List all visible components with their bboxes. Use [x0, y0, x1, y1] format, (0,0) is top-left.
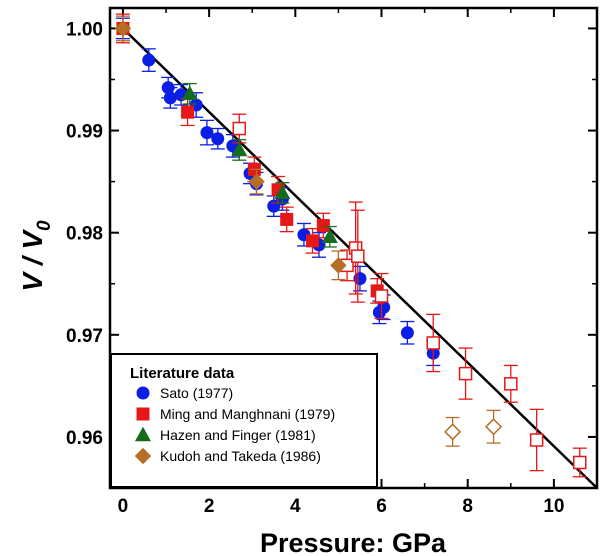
data-point: [426, 336, 440, 350]
svg-text:V / V0: V / V0: [17, 220, 55, 292]
y-axis-title: V / V0: [17, 220, 55, 292]
data-point: [321, 228, 338, 244]
data-point: [374, 289, 389, 303]
data-point: [330, 257, 347, 274]
data-point: [142, 53, 156, 67]
data-point: [211, 132, 225, 146]
x-tick-label: 4: [290, 496, 301, 517]
legend-marker: [134, 447, 152, 465]
series-kudoh-and-takeda-1986: [114, 15, 347, 281]
y-tick-label: 0.97: [66, 326, 103, 347]
y-axis-ticks: 0.96 0.97 0.98 0.99 1.00: [66, 19, 597, 449]
legend-label: Sato (1977): [160, 385, 233, 401]
y-tick-label: 0.96: [66, 428, 103, 449]
data-point: [248, 173, 265, 190]
legend-label: Ming and Manghnani (1979): [160, 406, 335, 422]
legend: Literature data Sato (1977) Ming and Mang…: [110, 353, 378, 488]
data-point: [351, 249, 365, 263]
data-points: [114, 13, 587, 478]
legend-marker: [134, 426, 152, 442]
data-point: [114, 20, 132, 37]
y-tick-label: 0.99: [66, 122, 103, 143]
series-hazen-and-finger-1981: [181, 82, 338, 248]
data-point: [280, 212, 294, 226]
x-tick-label: 6: [376, 496, 387, 517]
x-tick-label: 2: [204, 496, 215, 517]
x-axis-title: Pressure: GPa: [260, 528, 447, 556]
legend-title: Literature data: [130, 365, 235, 382]
data-point: [163, 91, 177, 105]
data-point: [274, 184, 291, 200]
legend-label: Hazen and Finger (1981): [160, 427, 316, 443]
data-point: [485, 418, 503, 436]
legend-marker: [136, 407, 150, 421]
data-point: [504, 377, 518, 391]
data-point: [529, 433, 544, 447]
data-point: [458, 366, 473, 381]
data-point: [573, 455, 587, 470]
data-point: [232, 121, 247, 136]
data-point: [306, 234, 320, 248]
data-point: [400, 326, 414, 340]
x-tick-label: 0: [118, 496, 129, 517]
series-kudoh-and-takeda-1986-open: [444, 409, 503, 447]
legend-label: Kudoh and Takeda (1986): [160, 448, 321, 464]
data-point: [444, 423, 462, 441]
x-tick-label: 8: [462, 496, 473, 517]
legend-marker: [136, 386, 150, 400]
x-axis-ticks: 0 2 4 6 8 10: [118, 8, 564, 517]
legend-entries: Sato (1977) Ming and Manghnani (1979) Haze…: [134, 385, 335, 465]
data-point: [231, 141, 248, 157]
data-point: [181, 105, 195, 119]
y-axis-title-main: V / V: [17, 229, 48, 292]
data-point: [316, 219, 330, 233]
data-point: [200, 126, 214, 140]
y-tick-label: 1.00: [66, 19, 103, 40]
x-tick-label: 10: [543, 496, 564, 517]
legend-box: [110, 353, 378, 488]
data-point: [181, 85, 198, 101]
data-point: [353, 272, 367, 286]
y-tick-label: 0.98: [66, 224, 103, 245]
y-axis-title-sub: 0: [34, 220, 55, 231]
